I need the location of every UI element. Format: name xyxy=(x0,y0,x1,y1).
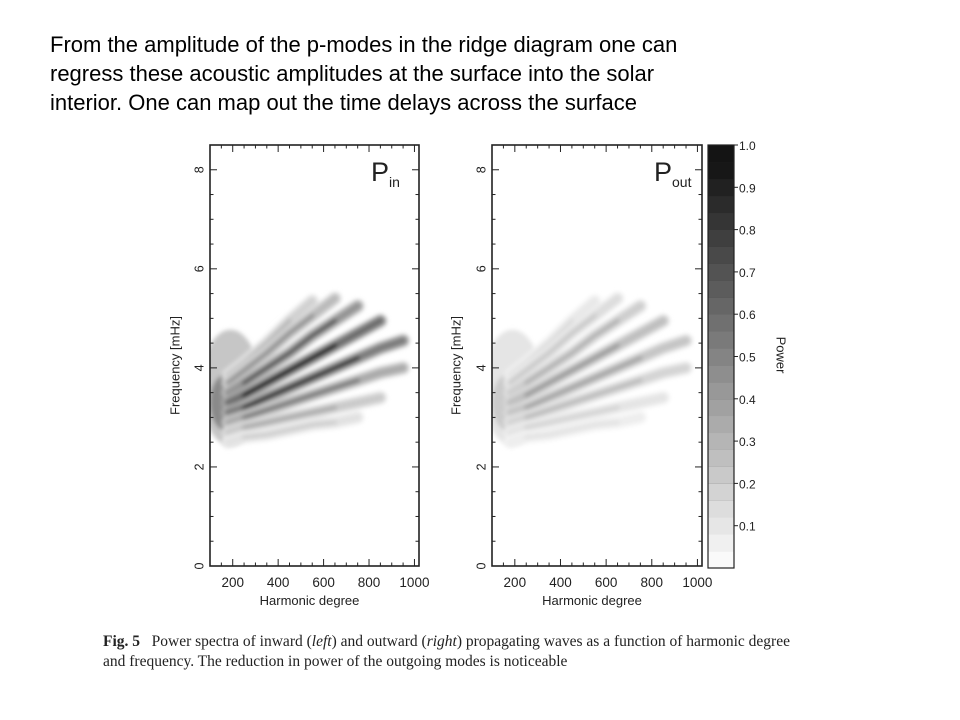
slide-text-line-1: From the amplitude of the p-modes in the… xyxy=(50,32,678,57)
colorbar-tick-label: 0.4 xyxy=(739,393,756,407)
panel-out-ridge-1-core xyxy=(508,313,597,385)
panel-out-ytick-label: 2 xyxy=(474,463,488,470)
panel-out: 200 400 600 800 1000 0 2 4 6 8 Harmonic degree Freq… xyxy=(448,144,712,608)
colorbar-tick-label: 0.9 xyxy=(739,181,756,195)
panel-out-xlabel: Harmonic degree xyxy=(542,593,642,608)
colorbar-level xyxy=(708,280,734,298)
colorbar-level xyxy=(708,500,734,518)
panel-out-title: Pout xyxy=(654,157,692,190)
panel-out-ridges xyxy=(503,292,693,449)
colorbar-tick-label: 0.5 xyxy=(739,351,756,365)
colorbar: 0.1 0.2 0.3 0.4 0.5 0.6 0.7 0.8 0.9 1.0 Power xyxy=(707,139,789,569)
panel-out-xtick-label: 200 xyxy=(504,575,527,590)
colorbar-level xyxy=(708,483,734,501)
panel-in-ytick-label: 8 xyxy=(192,166,206,173)
colorbar-level xyxy=(708,517,734,535)
colorbar-level xyxy=(708,364,734,383)
colorbar-tick-label: 0.2 xyxy=(739,477,756,491)
colorbar-level xyxy=(708,432,734,450)
panel-in-ridge-5-core xyxy=(241,378,360,420)
panel-out-ytick-label: 6 xyxy=(474,265,488,272)
panel-in-ylabel: Frequency [mHz] xyxy=(167,316,182,415)
panel-in-ridge-7-core xyxy=(241,420,338,440)
panel-out-ridge-2-core xyxy=(523,318,620,385)
panel-in-ytick-label: 4 xyxy=(192,364,206,371)
panel-out-ytick-label: 0 xyxy=(474,562,488,569)
colorbar-level xyxy=(708,534,734,552)
caption-text-1b: ) and outward ( xyxy=(331,633,427,650)
caption-label: Fig. 5 xyxy=(103,633,141,650)
colorbar-tick-label: 0.6 xyxy=(739,308,756,322)
panel-in-title: Pin xyxy=(371,157,400,190)
panel-in-ridge-2-core xyxy=(241,318,338,385)
colorbar-tick-label: 1.0 xyxy=(739,139,756,153)
slide-text-line-2: regress these acoustic amplitudes at the… xyxy=(50,61,655,86)
caption-text-1a: Power spectra of inward ( xyxy=(151,633,312,650)
slide-text-line-3: interior. One can map out the time delay… xyxy=(50,90,637,115)
panel-in-ytick-label: 2 xyxy=(192,463,206,470)
panel-in-ridge-6-core xyxy=(241,405,338,430)
panel-in-ridges xyxy=(221,292,410,449)
panel-out-frame xyxy=(491,144,703,567)
panel-in-xtick-label: 1000 xyxy=(399,575,429,590)
panel-out-xtick-label: 400 xyxy=(549,575,572,590)
colorbar-tick-label: 0.3 xyxy=(739,435,756,449)
panel-in: 200 400 600 800 1000 0 2 4 6 8 Harmonic degree Freq… xyxy=(167,144,429,608)
panel-in-xtick-label: 600 xyxy=(312,575,335,590)
panel-in-xtick-label: 400 xyxy=(267,575,290,590)
colorbar-level xyxy=(708,161,734,180)
panel-out-ridge-4-core xyxy=(523,355,643,410)
panel-in-ridge-4-core xyxy=(241,355,360,410)
colorbar-tick-label: 0.7 xyxy=(739,266,756,280)
panel-in-xtick-label: 800 xyxy=(358,575,381,590)
colorbar-level xyxy=(708,246,734,264)
panel-out-ytick-label: 4 xyxy=(474,364,488,371)
panel-out-ridge-3-core xyxy=(523,343,620,398)
colorbar-level xyxy=(708,449,734,467)
panel-in-ridge-3-core xyxy=(241,343,338,398)
panel-in-ytick-label: 6 xyxy=(192,265,206,272)
colorbar-tick-label: 0.8 xyxy=(739,224,756,238)
caption-text-1c: ) propagating waves as a function of har… xyxy=(456,633,790,650)
panel-out-ridge-5-core xyxy=(523,378,643,420)
caption-line-2: and frequency. The reduction in power of… xyxy=(103,653,568,670)
caption-left: left xyxy=(311,633,332,650)
colorbar-level xyxy=(708,297,734,315)
panel-out-ylabel: Frequency [mHz] xyxy=(448,316,463,415)
panel-in-xlabel: Harmonic degree xyxy=(260,593,360,608)
panel-out-ridge-6-core xyxy=(523,405,620,430)
panel-out-ytick-label: 8 xyxy=(474,166,488,173)
panel-in-ytick-label: 0 xyxy=(192,562,206,569)
colorbar-level xyxy=(708,263,734,281)
panel-out-xtick-label: 1000 xyxy=(682,575,712,590)
caption-line-1: Fig. 5 Power spectra of inward (left) an… xyxy=(103,632,903,652)
colorbar-label: Power xyxy=(774,337,789,375)
colorbar-level xyxy=(708,348,734,366)
colorbar-level xyxy=(708,145,734,163)
panel-out-title-sub: out xyxy=(672,174,692,190)
colorbar-level xyxy=(708,331,734,349)
colorbar-level xyxy=(708,415,734,434)
caption-right: right xyxy=(426,633,457,650)
colorbar-level xyxy=(708,314,734,332)
panel-in-xtick-label: 200 xyxy=(221,575,244,590)
colorbar-level xyxy=(708,178,734,197)
panel-in-ridge-1-core xyxy=(225,313,315,385)
slide-text: From the amplitude of the p-modes in the… xyxy=(50,30,910,117)
panel-out-xtick-label: 800 xyxy=(641,575,664,590)
colorbar-level xyxy=(708,212,734,230)
colorbar-tick-label: 0.1 xyxy=(739,520,756,534)
colorbar-level xyxy=(708,466,734,484)
panel-in-title-sub: in xyxy=(389,174,400,190)
colorbar-level xyxy=(708,551,734,569)
figure-caption: Fig. 5 Power spectra of inward (left) an… xyxy=(103,632,903,672)
panel-out-xtick-label: 600 xyxy=(595,575,618,590)
panel-in-frame xyxy=(209,144,420,567)
panel-out-ridge-7-core xyxy=(523,420,620,440)
colorbar-level xyxy=(708,229,734,247)
colorbar-level xyxy=(708,381,734,400)
colorbar-level xyxy=(708,195,734,214)
colorbar-level xyxy=(708,398,734,417)
